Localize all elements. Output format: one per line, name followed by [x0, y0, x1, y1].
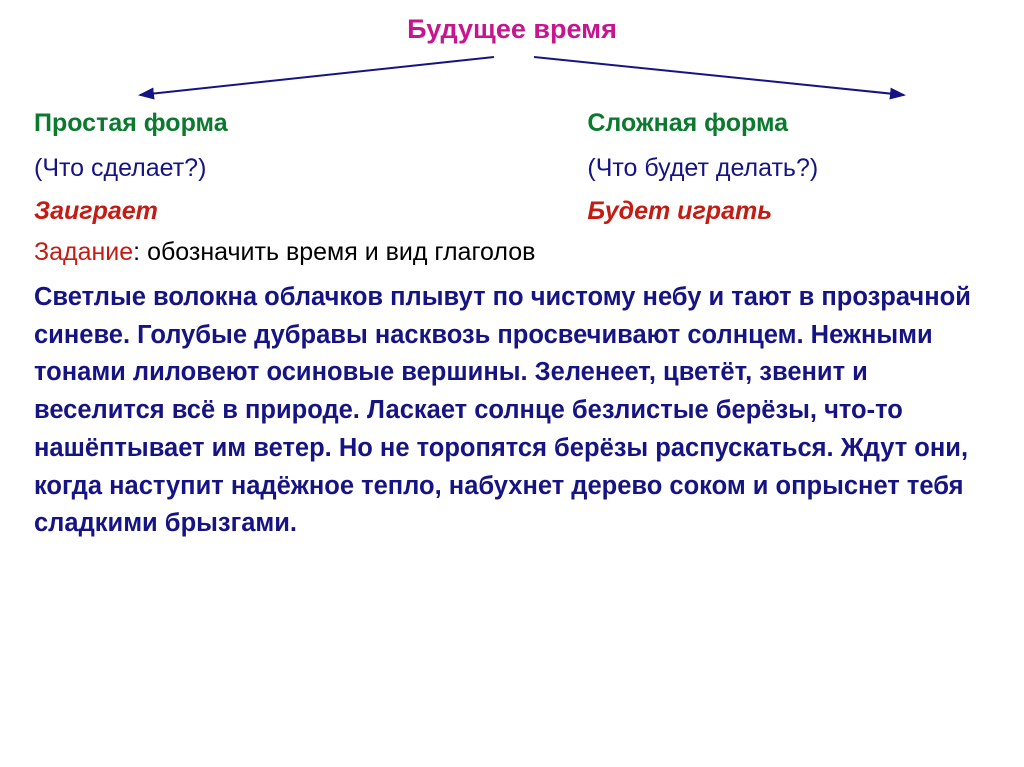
task-line: Задание: обозначить время и вид глаголов — [34, 238, 990, 267]
simple-form-question: (Что сделает?) — [34, 154, 455, 183]
simple-form-example: Заиграет — [34, 197, 455, 226]
branch-arrows — [34, 51, 990, 107]
forms-row: Простая форма (Что сделает?) Заиграет Сл… — [34, 109, 990, 226]
arrow-left — [140, 57, 494, 95]
page-title: Будущее время — [34, 14, 990, 45]
task-text: : обозначить время и вид глаголов — [133, 238, 535, 266]
simple-form-label: Простая форма — [34, 109, 455, 138]
complex-form-label: Сложная форма — [587, 109, 990, 138]
complex-form-column: Сложная форма (Что будет делать?) Будет … — [569, 109, 990, 226]
exercise-paragraph: Светлые волокна облачков плывут по чисто… — [34, 279, 990, 543]
complex-form-question: (Что будет делать?) — [587, 154, 990, 183]
simple-form-column: Простая форма (Что сделает?) Заиграет — [34, 109, 455, 226]
task-label: Задание — [34, 238, 133, 266]
arrow-right — [534, 57, 904, 95]
complex-form-example: Будет играть — [587, 197, 990, 226]
